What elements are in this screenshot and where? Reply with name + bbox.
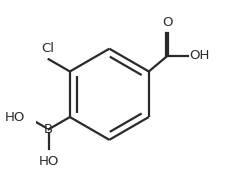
Text: O: O — [162, 16, 173, 29]
Text: Cl: Cl — [41, 42, 54, 55]
Text: OH: OH — [190, 49, 210, 62]
Text: HO: HO — [5, 111, 25, 124]
Text: HO: HO — [39, 155, 59, 168]
Text: B: B — [44, 123, 53, 136]
